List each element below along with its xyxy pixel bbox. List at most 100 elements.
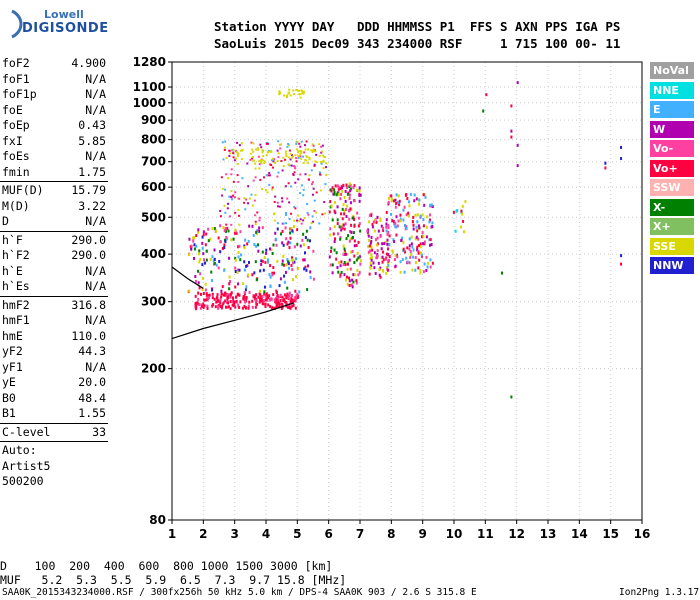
echo-mark [419,269,422,273]
echo-mark [202,230,205,234]
echo-mark [219,301,222,305]
echo-mark [243,291,246,295]
echo-mark [461,212,464,216]
echo-mark [297,156,300,159]
echo-mark [346,204,349,208]
echo-mark [238,305,241,309]
echo-mark [263,160,266,163]
param-name: hmE [2,328,23,343]
echo-mark [278,93,281,96]
echo-mark [417,244,420,248]
echo-mark [292,278,295,282]
echo-mark [296,140,299,143]
echo-mark [359,193,362,197]
param-value: N/A [85,102,106,117]
echo-mark [219,240,222,244]
param-value: 1.75 [78,164,106,179]
echo-mark [461,204,464,208]
echo-mark [241,149,244,152]
echo-mark [429,265,432,269]
echo-mark [227,305,230,309]
echo-mark [358,186,361,190]
echo-mark [348,276,351,280]
echo-mark [302,194,305,197]
echo-mark [295,157,298,160]
logo-swoosh-icon [11,9,23,39]
param-value: 20.0 [78,375,106,389]
echo-mark [510,129,513,133]
echo-mark [385,252,388,256]
y-tick-label: 300 [141,295,166,309]
echo-mark [193,247,196,251]
echo-mark [241,306,244,310]
echo-mark [345,252,348,256]
echo-mark [371,248,374,252]
echo-mark [260,146,263,149]
echo-mark [232,237,235,241]
echo-mark [254,167,257,170]
echo-mark [195,244,198,248]
echo-mark [284,158,287,161]
echo-mark [380,247,383,251]
echo-mark [275,243,278,247]
param-divider [0,422,108,424]
echo-mark [296,242,299,246]
echo-mark [222,293,225,297]
echo-mark [291,304,294,308]
echo-mark [219,210,222,213]
echo-mark [284,185,287,188]
echo-mark [282,222,285,225]
echo-mark [344,189,347,193]
echo-mark [293,219,296,222]
param-name: MUF(D) [2,183,44,197]
echo-mark [241,177,244,180]
x-tick-label: 11 [477,527,494,541]
param-row: hmF1 N/A [0,313,108,329]
echo-mark [414,237,417,241]
echo-mark [429,218,432,222]
echo-mark [236,268,239,272]
echo-mark [194,274,197,278]
echo-mark [369,261,372,265]
echo-mark [346,282,349,286]
echo-mark [244,208,247,211]
echo-mark [245,295,248,299]
echo-mark [348,258,351,262]
echo-mark [369,241,372,245]
echo-mark [295,160,298,163]
echo-mark [262,149,265,152]
echo-mark [263,290,266,294]
echo-mark [391,250,394,254]
echo-mark [328,255,331,259]
echo-mark [286,258,289,262]
echo-mark [259,143,262,146]
echo-mark [275,298,278,302]
echo-mark [279,147,282,150]
param-row: M(D) 3.22 [0,199,108,215]
echo-mark [212,259,215,263]
echo-mark [272,293,275,297]
echo-mark [223,229,226,233]
polarization-legend: NoVal NNE E W Vo- Vo+ SSW X- X+ SSE NNW [650,62,694,277]
echo-mark [233,303,236,307]
echo-mark [262,298,265,302]
echo-mark [352,273,355,277]
param-value: 290.0 [71,232,106,247]
echo-mark [398,203,401,207]
echo-mark [335,251,338,255]
echo-mark [267,295,270,299]
echo-mark [238,144,241,147]
echo-mark [260,296,263,300]
echo-mark [299,218,302,221]
echo-mark [289,94,292,97]
echo-mark [318,143,321,146]
echo-mark [221,285,224,289]
echo-mark [337,185,340,189]
echo-mark [306,288,309,292]
echo-mark [235,295,238,299]
echo-mark [262,155,265,158]
param-name: foF1p [2,87,37,101]
echo-mark [225,294,228,298]
echo-mark [329,249,332,253]
echo-mark [367,250,370,254]
